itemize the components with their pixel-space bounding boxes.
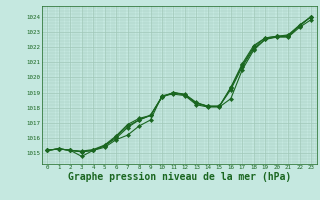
X-axis label: Graphe pression niveau de la mer (hPa): Graphe pression niveau de la mer (hPa) xyxy=(68,172,291,182)
